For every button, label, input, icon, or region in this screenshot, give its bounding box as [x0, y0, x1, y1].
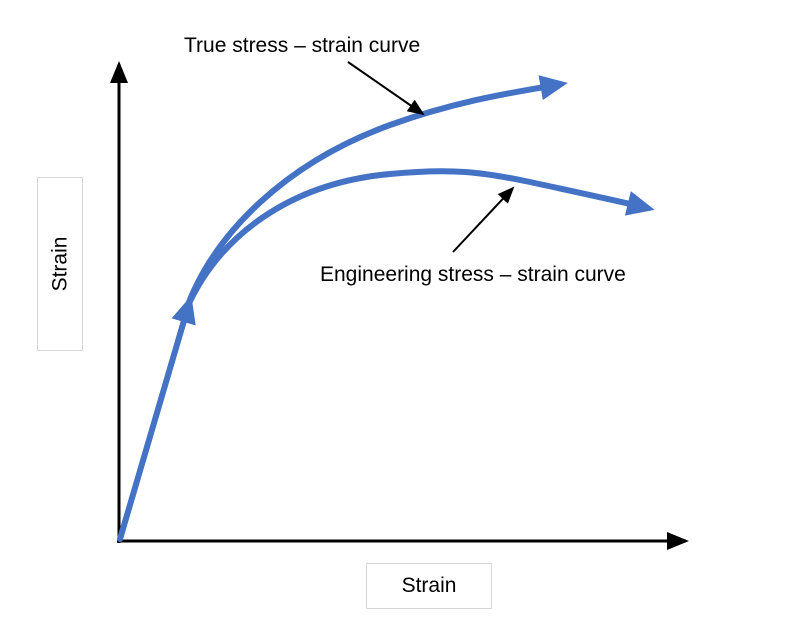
y-axis-label: Strain	[48, 236, 72, 292]
x-axis-label-box: Strain	[366, 563, 492, 609]
engineering-stress-strain-curve	[183, 168, 655, 313]
engineering-curve-pointer-arrow	[452, 186, 515, 253]
true-curve-label: True stress – strain curve	[184, 34, 421, 57]
true-curve-pointer-arrow	[347, 61, 425, 116]
x-axis-label: Strain	[401, 574, 457, 597]
engineering-curve-label: Engineering stress – strain curve	[320, 263, 626, 286]
y-axis-label-box: Strain	[37, 177, 83, 351]
true-stress-strain-curve	[183, 75, 568, 313]
elastic-region-segment	[117, 295, 196, 542]
